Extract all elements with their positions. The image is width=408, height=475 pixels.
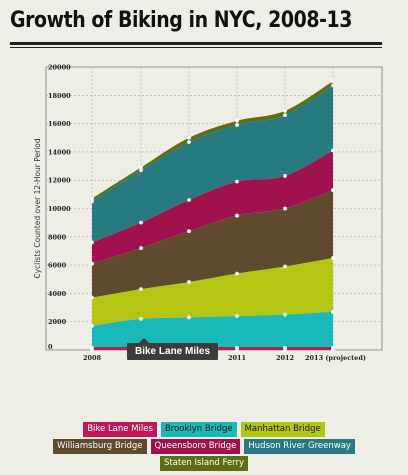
chart-title: Growth of Biking in NYC, 2008-13 [10,8,352,33]
data-point [90,261,94,266]
data-point [235,123,239,127]
x-tick-label: 2008 [83,354,102,362]
title-rule-thin [10,47,382,48]
title-container: Growth of Biking in NYC, 2008-13 [10,6,382,36]
data-point [283,108,287,113]
x-tick-label: 2013 (projected) [305,354,366,362]
legend-item-bike-lane-miles[interactable]: Bike Lane Miles [83,422,157,437]
x-tick-label: 2012 [276,354,294,362]
legend-item-staten-island-ferry[interactable]: Staten Island Ferry [159,456,249,471]
data-point [235,346,239,350]
data-point [139,168,143,173]
y-tick-label: 14000 [48,148,71,156]
y-tick-label: 8000 [48,233,67,241]
data-point [331,148,335,153]
legend-item-brooklyn-bridge[interactable]: Brooklyn Bridge [160,422,237,437]
area-williamsburg-bridge [92,190,333,298]
stacked-area-chart: 0 2000 4000 6000 8000 10000 12000 14000 16000 180… [33,64,383,362]
data-point [187,280,191,284]
data-point [235,213,239,218]
legend-item-queensboro-bridge[interactable]: Queensboro Bridge [150,439,241,454]
y-tick-label: 12000 [48,177,71,185]
data-point [90,346,94,350]
area-queensboro-bridge [92,150,333,264]
data-point [90,240,94,245]
data-point [283,264,287,269]
legend-item-manhattan-bridge[interactable]: Manhattan Bridge [240,422,325,437]
area-manhattan-bridge [92,258,333,326]
data-point [283,206,287,211]
y-tick-label: 18000 [48,92,71,100]
data-point [283,312,287,317]
y-tick-label: 2000 [48,318,67,326]
data-point [235,179,239,184]
area-brooklyn-bridge [92,311,333,350]
data-point [139,316,143,321]
data-point [235,314,239,318]
data-point [187,229,191,234]
data-point [283,113,287,118]
data-point [187,198,191,202]
x-tick-label: 2011 [228,354,246,362]
data-point [139,220,143,225]
chart-legend: Bike Lane Miles Brooklyn Bridge Manhattan … [40,421,368,472]
y-tick-label: 10000 [48,205,71,213]
data-point [187,135,191,140]
chart-tooltip: Bike Lane Miles [127,338,219,360]
data-point [139,165,143,170]
data-point [187,140,191,144]
y-tick-label: 6000 [48,262,67,270]
legend-item-williamsburg-bridge[interactable]: Williamsburg Bridge [53,439,147,454]
data-point [90,196,94,201]
data-point [331,309,335,314]
y-tick-label: 20000 [48,64,71,72]
data-point [139,246,143,251]
data-point [235,271,239,276]
data-point [90,199,94,204]
area-hudson-river-greenway [92,85,333,243]
data-point [331,79,335,84]
y-tick-label: 0 [48,343,53,351]
legend-item-hudson-river-greenway[interactable]: Hudson River Greenway [244,439,355,454]
data-point [139,287,143,292]
data-point [90,295,94,300]
data-point [331,256,335,260]
title-rule [10,42,382,45]
data-point [235,118,239,123]
data-point [331,188,335,193]
data-point [90,324,94,328]
data-point [283,174,287,178]
y-tick-label: 4000 [48,290,67,298]
y-tick-label: 16000 [48,120,71,128]
data-point [331,83,335,88]
data-point [331,346,335,350]
y-axis-label: Cyclists Counted over 12-Hour Period [33,138,42,279]
data-point [187,315,191,320]
data-point [283,346,287,350]
